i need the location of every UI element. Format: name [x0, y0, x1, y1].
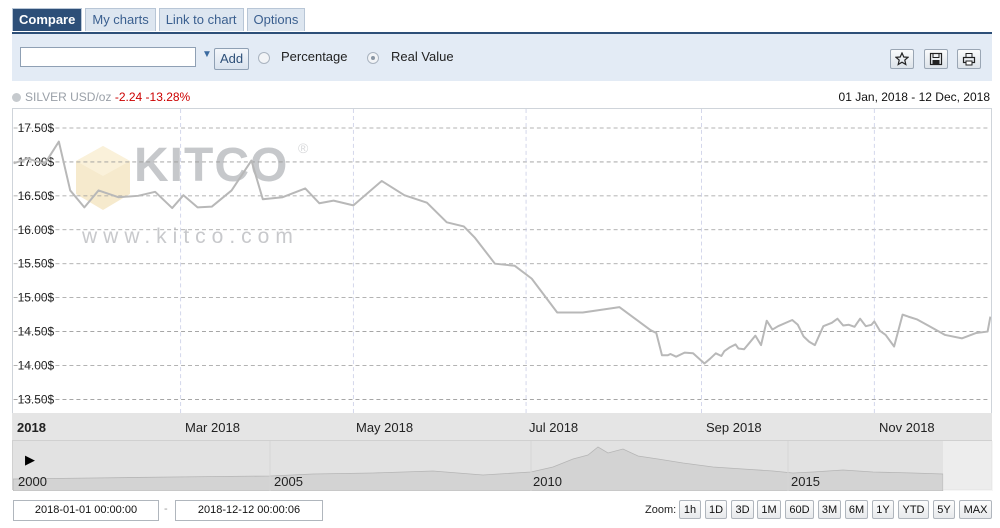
series-legend[interactable]: SILVER USD/oz -2.24 -13.28% [12, 90, 190, 104]
navigator-area [13, 441, 993, 491]
watermark-logo-text: KITCO [134, 139, 289, 192]
percentage-radio[interactable] [258, 52, 270, 64]
x-tick-label: 2018 [17, 420, 46, 435]
star-icon [895, 52, 909, 66]
navigator-year-label: 2015 [791, 474, 820, 489]
save-icon [929, 52, 943, 66]
kitco-logo-icon [76, 146, 130, 210]
series-marker-icon [12, 93, 21, 102]
real-value-radio[interactable] [367, 52, 379, 64]
range-from-input[interactable] [13, 500, 159, 521]
price-chart[interactable]: 17.50$17.00$16.50$16.00$15.50$15.00$14.5… [12, 108, 992, 413]
zoom-60d-button[interactable]: 60D [785, 500, 814, 519]
navigator-year-label: 2010 [533, 474, 562, 489]
x-tick-label: Sep 2018 [706, 420, 762, 435]
favorite-button[interactable] [890, 49, 914, 69]
zoom-ytd-button[interactable]: YTD [898, 500, 929, 519]
zoom-label: Zoom: [645, 504, 677, 516]
y-tick-label: 14.00$ [18, 358, 55, 372]
percentage-label: Percentage [281, 49, 348, 64]
play-icon[interactable]: ▶ [25, 452, 35, 467]
x-tick-label: Jul 2018 [529, 420, 579, 435]
zoom-1m-button[interactable]: 1M [757, 500, 781, 519]
series-change: -2.24 [114, 90, 143, 104]
navigator-year-label: 2000 [18, 474, 47, 489]
series-name: SILVER USD/oz [25, 90, 112, 104]
compare-toolbar: ▼ Add Percentage Real Value [12, 32, 992, 81]
x-axis: 2018 Mar 2018 May 2018 Jul 2018 Sep 2018… [12, 413, 992, 440]
print-icon [962, 53, 976, 66]
y-tick-label: 16.50$ [18, 189, 55, 203]
range-separator: - [164, 503, 168, 515]
date-range-label: 01 Jan, 2018 - 12 Dec, 2018 [838, 90, 990, 104]
x-tick-label: Mar 2018 [185, 420, 240, 435]
real-value-label: Real Value [391, 49, 454, 64]
y-tick-label: 15.50$ [18, 257, 55, 271]
zoom-1h-button[interactable]: 1h [679, 500, 701, 519]
chevron-down-icon[interactable]: ▼ [202, 49, 212, 60]
y-tick-label: 13.50$ [18, 392, 55, 406]
range-to-input[interactable] [175, 500, 323, 521]
tab-options[interactable]: Options [246, 8, 306, 31]
zoom-6m-button[interactable]: 6M [845, 500, 868, 519]
series-line-silver [13, 140, 991, 365]
x-tick-label: Nov 2018 [879, 420, 935, 435]
y-tick-label: 14.50$ [18, 325, 55, 339]
registered-mark-icon: ® [298, 140, 309, 156]
symbol-select-input[interactable] [20, 47, 196, 67]
print-button[interactable] [957, 49, 981, 69]
zoom-5y-button[interactable]: 5Y [933, 500, 955, 519]
navigator-year-label: 2005 [274, 474, 303, 489]
watermark-url: www.kitco.com [82, 225, 299, 248]
zoom-1d-button[interactable]: 1D [705, 500, 727, 519]
y-tick-label: 15.00$ [18, 291, 55, 305]
zoom-max-button[interactable]: MAX [959, 500, 992, 519]
tab-my-charts[interactable]: My charts [85, 8, 156, 31]
time-navigator[interactable]: ▶ 2000 2005 2010 2015 [12, 440, 993, 491]
zoom-1y-button[interactable]: 1Y [872, 500, 894, 519]
zoom-3m-button[interactable]: 3M [818, 500, 841, 519]
zoom-3d-button[interactable]: 3D [731, 500, 754, 519]
add-button[interactable]: Add [214, 48, 250, 70]
save-button[interactable] [924, 49, 948, 69]
series-change-pct: -13.28% [145, 90, 191, 104]
tab-bar: Compare My charts Link to chart Options [12, 8, 306, 31]
y-tick-label: 17.50$ [18, 121, 55, 135]
tab-compare[interactable]: Compare [12, 8, 83, 31]
tab-link-to-chart[interactable]: Link to chart [158, 8, 244, 31]
x-tick-label: May 2018 [356, 420, 414, 435]
y-tick-label: 16.00$ [18, 223, 55, 237]
